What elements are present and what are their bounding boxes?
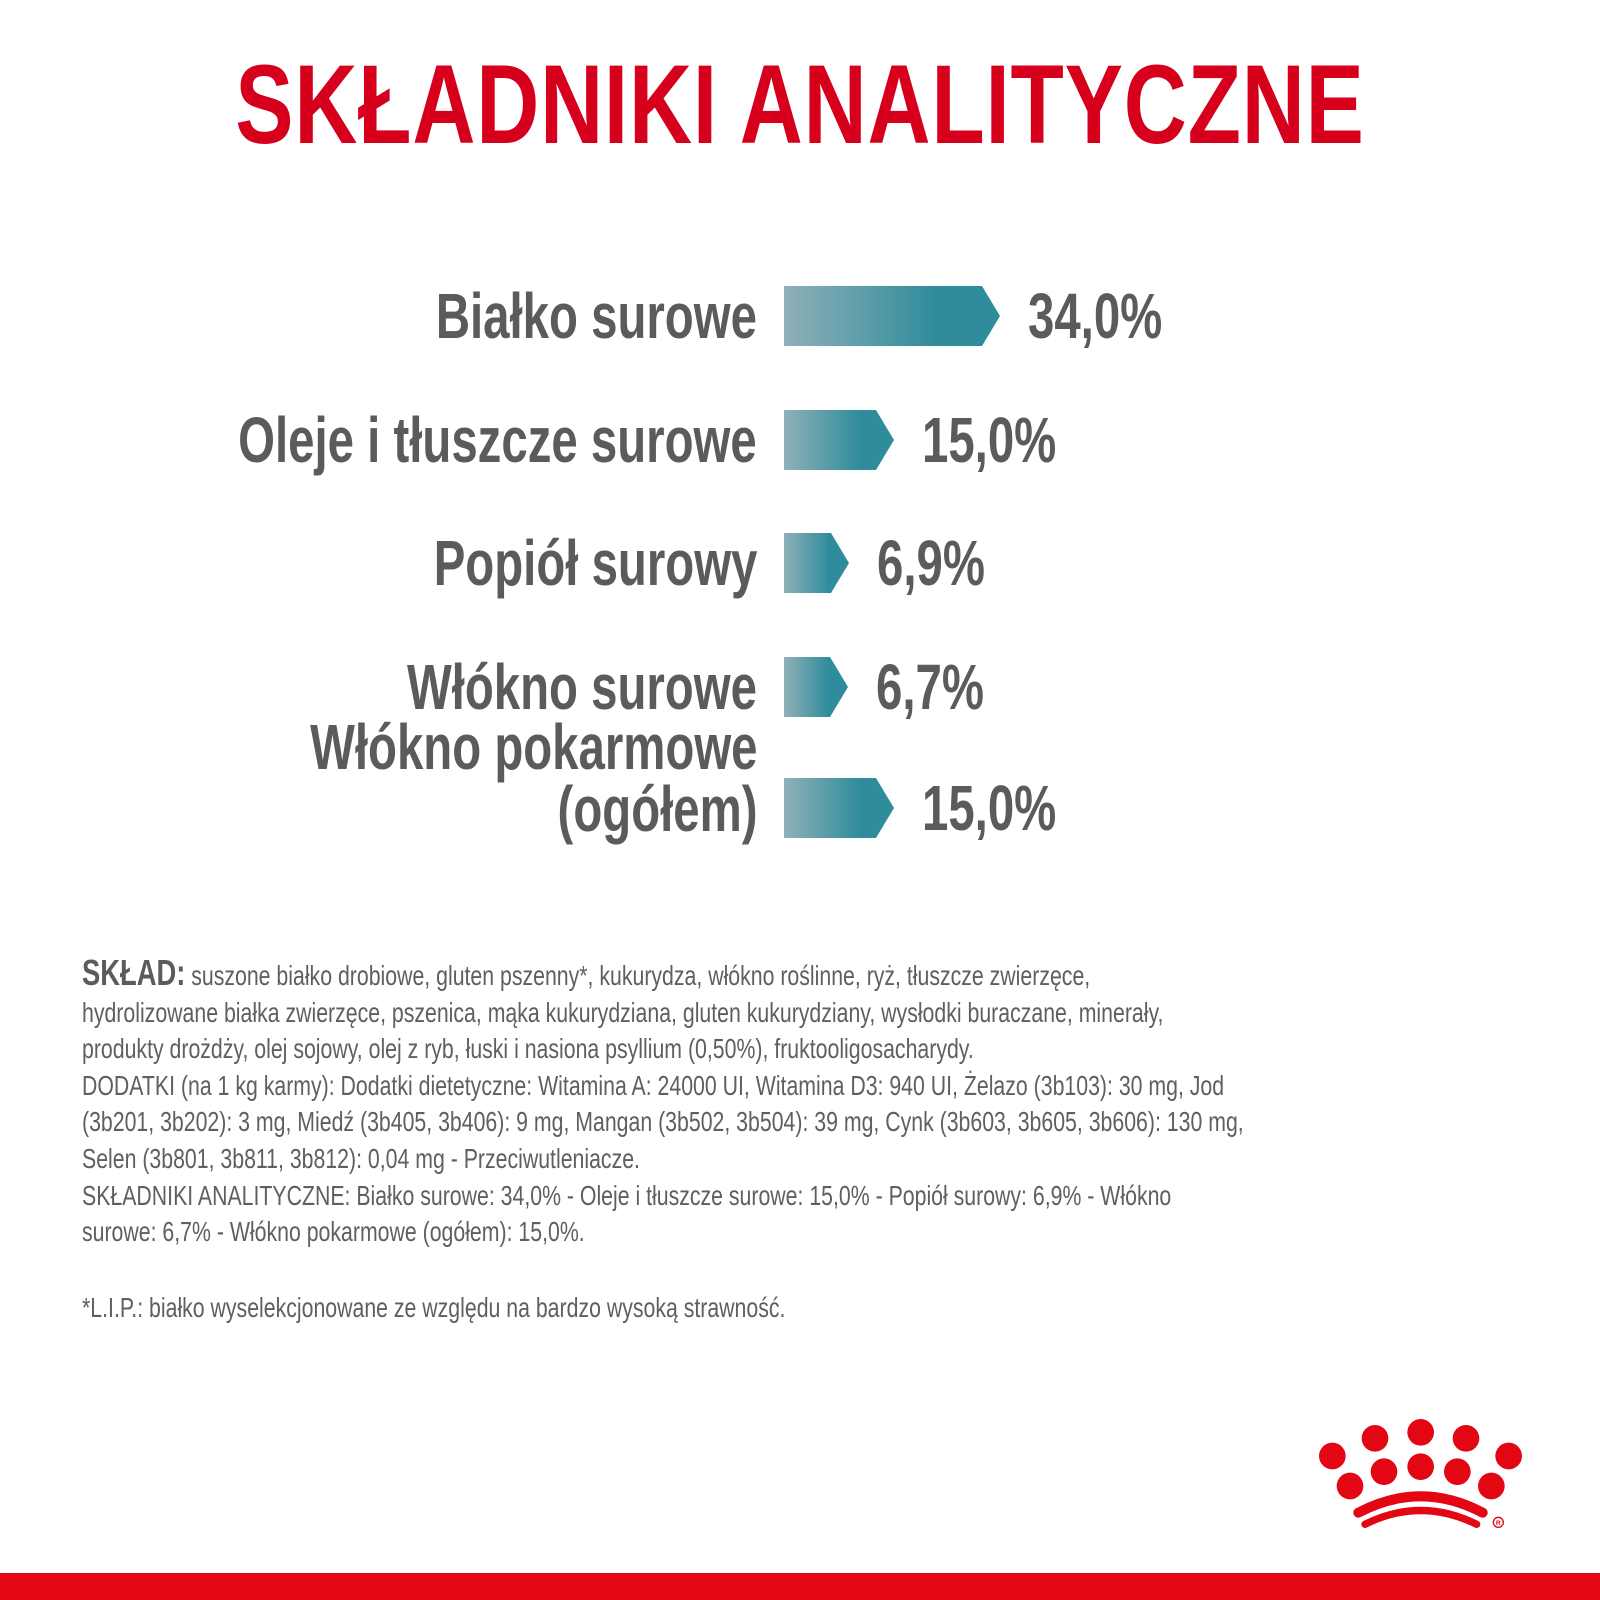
- category-label-line: Włókno surowe: [407, 651, 757, 723]
- value-bar: [784, 410, 894, 470]
- registered-mark: R: [1496, 1520, 1501, 1527]
- category-label-line: Oleje i tłuszcze surowe: [238, 404, 757, 476]
- value-label: 6,7%: [876, 651, 984, 723]
- composition-line: DODATKI (na 1 kg karmy): Dodatki dietety…: [82, 1069, 1225, 1101]
- category-label: Włókno surowe: [407, 651, 757, 723]
- crown-logo: R: [1319, 1419, 1522, 1528]
- category-label-line: Włókno pokarmowe: [309, 711, 757, 783]
- composition-heading: SKŁAD:: [82, 952, 186, 993]
- category-label: Oleje i tłuszcze surowe: [238, 404, 757, 476]
- composition-line: (3b201, 3b202): 3 mg, Miedź (3b405, 3b40…: [82, 1106, 1244, 1138]
- composition-line: produkty drożdży, olej sojowy, olej z ry…: [82, 1033, 974, 1065]
- value-label: 34,0%: [1028, 280, 1163, 352]
- chart-row: Białko surowe 34,0%: [0, 280, 1600, 352]
- composition-line: hydrolizowane białka zwierzęce, pszenica…: [82, 996, 1164, 1028]
- composition-line: surowe: 6,7% - Włókno pokarmowe (ogółem)…: [82, 1216, 585, 1248]
- value-bar: [784, 778, 894, 838]
- value-bar: [784, 657, 848, 717]
- chart-row: Włókno surowe 6,7%: [0, 651, 1600, 723]
- footnote: *L.I.P.: białko wyselekcjonowane ze wzgl…: [82, 1292, 786, 1323]
- chart-row: Włókno pokarmowe (ogółem) 15,0%: [0, 715, 1600, 844]
- value-label: 15,0%: [922, 772, 1057, 844]
- chart-row: Popiół surowy 6,9%: [0, 527, 1600, 599]
- category-label: Włókno pokarmowe (ogółem): [309, 711, 757, 845]
- chart-row: Oleje i tłuszcze surowe 15,0%: [0, 404, 1600, 476]
- category-label-line: Białko surowe: [435, 280, 757, 352]
- composition-line: Selen (3b801, 3b811, 3b812): 0,04 mg - P…: [82, 1142, 640, 1174]
- value-label: 6,9%: [877, 527, 985, 599]
- value-bar: [784, 533, 849, 593]
- composition-line: SKŁADNIKI ANALITYCZNE: Białko surowe: 34…: [82, 1179, 1172, 1211]
- category-label: Białko surowe: [435, 280, 757, 352]
- category-label: Popiół surowy: [433, 527, 757, 599]
- value-bar: [784, 286, 1000, 346]
- composition-text: SKŁAD: suszone białko drobiowe, gluten p…: [82, 952, 1600, 1251]
- value-label: 15,0%: [922, 404, 1057, 476]
- composition-line: SKŁAD: suszone białko drobiowe, gluten p…: [82, 952, 1091, 993]
- page-title: SKŁADNIKI ANALITYCZNE: [235, 42, 1365, 167]
- bottom-red-strip: [0, 1573, 1600, 1600]
- category-label-line: Popiół surowy: [433, 527, 757, 599]
- category-label-line: (ogółem): [557, 773, 757, 845]
